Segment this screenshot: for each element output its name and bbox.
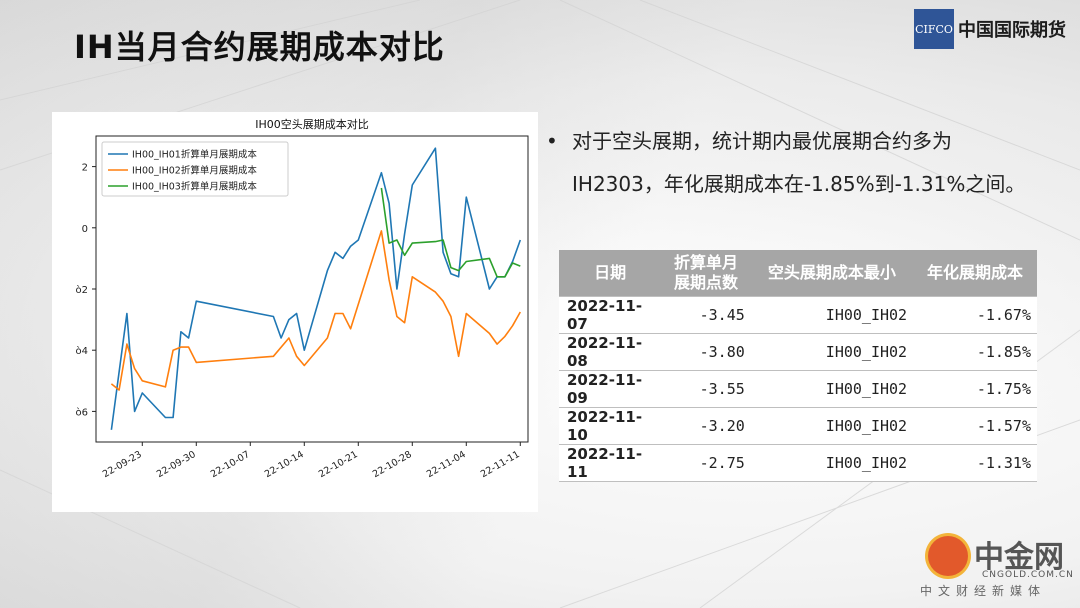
cngold-watermark: 中金网 CNGOLD.COM.CN 中文财经新媒体 — [920, 530, 1073, 600]
x-tick-label: 22-09-23 — [101, 449, 144, 480]
x-tick-label: 22-10-28 — [371, 449, 414, 480]
header-min-cost: 空头展期成本最小 — [750, 250, 914, 297]
cell-contract: IH00_IH02 — [750, 333, 914, 371]
bullet-text: • 对于空头展期，统计期内最优展期合约多为 IH2303，年化展期成本在-1.8… — [546, 120, 1050, 206]
chart-title: IH00空头展期成本对比 — [255, 117, 369, 131]
header-date: 日期 — [559, 250, 662, 297]
legend-label: IH00_IH01折算单月展期成本 — [132, 149, 257, 161]
cifco-logo: CIFCO 中国国际期货 — [914, 8, 1066, 50]
cell-date: 2022-11-08 — [559, 333, 662, 371]
cell-points: -3.55 — [661, 370, 751, 408]
cell-annual: -1.75% — [913, 370, 1037, 408]
line-chart: IH00空头展期成本对比 2 0 ò2 ò4 ò6 22-09-23 22-09-30 22-1… — [76, 117, 529, 480]
bullet-dot: • — [546, 129, 558, 153]
cell-date: 2022-11-09 — [559, 370, 662, 408]
table-row: 2022-11-11 -2.75 IH00_IH02 -1.31% — [559, 444, 1037, 482]
cell-points: -3.80 — [661, 333, 751, 371]
chart-panel: IH00空头展期成本对比 2 0 ò2 ò4 ò6 22-09-23 22-09-30 22-1… — [52, 112, 538, 512]
series-line-1 — [110, 147, 522, 430]
table-row: 2022-11-09 -3.55 IH00_IH02 -1.75% — [559, 370, 1037, 408]
cell-date: 2022-11-11 — [559, 444, 662, 482]
logo-text: 中国国际期货 — [958, 20, 1066, 41]
x-tick-label: 22-11-04 — [425, 449, 468, 480]
cell-contract: IH00_IH02 — [750, 296, 914, 334]
header-annual-cost: 年化展期成本 — [913, 250, 1037, 297]
roll-cost-table: 日期 折算单月 展期点数 空头展期成本最小 年化展期成本 2022-11-07 … — [559, 250, 1037, 482]
cell-points: -3.45 — [661, 296, 751, 334]
x-tick-label: 22-10-14 — [263, 449, 306, 480]
bullet-line-1: 对于空头展期，统计期内最优展期合约多为 — [572, 129, 952, 153]
cell-annual: -1.85% — [913, 333, 1037, 371]
table-row: 2022-11-10 -3.20 IH00_IH02 -1.57% — [559, 407, 1037, 445]
y-tick-label: 2 — [82, 163, 88, 174]
table-row: 2022-11-07 -3.45 IH00_IH02 -1.67% — [559, 296, 1037, 334]
cell-points: -2.75 — [661, 444, 751, 482]
y-tick-label: ò6 — [76, 406, 88, 418]
cell-contract: IH00_IH02 — [750, 407, 914, 445]
cell-contract: IH00_IH02 — [750, 444, 914, 482]
cell-annual: -1.57% — [913, 407, 1037, 445]
watermark-subtitle: 中文财经新媒体 — [920, 584, 1047, 598]
header-points: 折算单月 展期点数 — [661, 250, 751, 297]
y-tick-label: 0 — [82, 224, 88, 235]
watermark-name: 中金网 — [974, 540, 1064, 575]
x-tick-label: 22-10-07 — [209, 449, 252, 480]
bullet-line-2: IH2303，年化展期成本在-1.85%到-1.31%之间。 — [572, 172, 1026, 196]
cell-date: 2022-11-10 — [559, 407, 662, 445]
table-row: 2022-11-08 -3.80 IH00_IH02 -1.85% — [559, 333, 1037, 371]
cell-points: -3.20 — [661, 407, 751, 445]
table-header-row: 日期 折算单月 展期点数 空头展期成本最小 年化展期成本 — [559, 250, 1037, 297]
legend-label: IH00_IH02折算单月展期成本 — [132, 165, 257, 177]
y-tick-label: ò2 — [76, 284, 88, 296]
cell-contract: IH00_IH02 — [750, 370, 914, 408]
watermark-url: CNGOLD.COM.CN — [982, 570, 1074, 580]
cell-annual: -1.67% — [913, 296, 1037, 334]
x-tick-label: 22-10-21 — [317, 449, 360, 480]
y-tick-label: ò4 — [76, 345, 88, 357]
legend-label: IH00_IH03折算单月展期成本 — [132, 181, 257, 193]
series-line-2 — [110, 230, 521, 391]
cngold-logo-icon — [928, 536, 968, 576]
cell-annual: -1.31% — [913, 444, 1037, 482]
x-tick-label: 22-11-11 — [479, 449, 522, 480]
series-line-3 — [380, 187, 521, 278]
logo-box: CIFCO — [914, 9, 954, 49]
page-title: IH当月合约展期成本对比 — [74, 28, 445, 66]
legend-box — [101, 141, 289, 197]
cell-date: 2022-11-07 — [559, 296, 662, 334]
x-tick-label: 22-09-30 — [155, 449, 198, 480]
